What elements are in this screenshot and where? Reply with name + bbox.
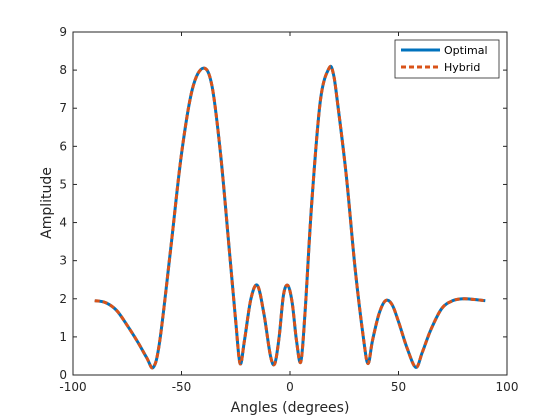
y-tick-label: 2 xyxy=(59,292,67,306)
y-tick-label: 6 xyxy=(59,139,67,153)
y-axis-label: Amplitude xyxy=(39,167,55,239)
series-line-hybrid xyxy=(94,64,486,370)
y-tick-label: 0 xyxy=(59,368,67,382)
x-axis-ticks: -100 -50 0 50 100 xyxy=(59,32,518,394)
x-tick-label: 0 xyxy=(286,380,294,394)
legend: Optimal Hybrid xyxy=(394,39,500,79)
y-tick-label: 3 xyxy=(59,254,67,268)
x-axis-label: Angles (degrees) xyxy=(231,400,350,416)
legend-box xyxy=(394,39,500,79)
x-tick-label: -100 xyxy=(59,380,86,394)
legend-label-optimal: Optimal xyxy=(444,44,488,57)
legend-label-hybrid: Hybrid xyxy=(444,61,480,74)
plot-area xyxy=(72,31,508,376)
x-tick-label: -50 xyxy=(172,380,192,394)
y-tick-label: 8 xyxy=(59,63,67,77)
y-axis-ticks: 0 1 2 3 4 5 6 7 8 9 xyxy=(59,25,507,382)
y-tick-label: 7 xyxy=(59,101,67,115)
x-tick-label: 100 xyxy=(496,380,519,394)
y-tick-label: 1 xyxy=(59,330,67,344)
y-tick-label: 9 xyxy=(59,25,67,39)
y-tick-label: 4 xyxy=(59,216,67,230)
x-tick-label: 50 xyxy=(391,380,406,394)
series-layer xyxy=(94,64,486,370)
y-tick-label: 5 xyxy=(59,177,67,191)
